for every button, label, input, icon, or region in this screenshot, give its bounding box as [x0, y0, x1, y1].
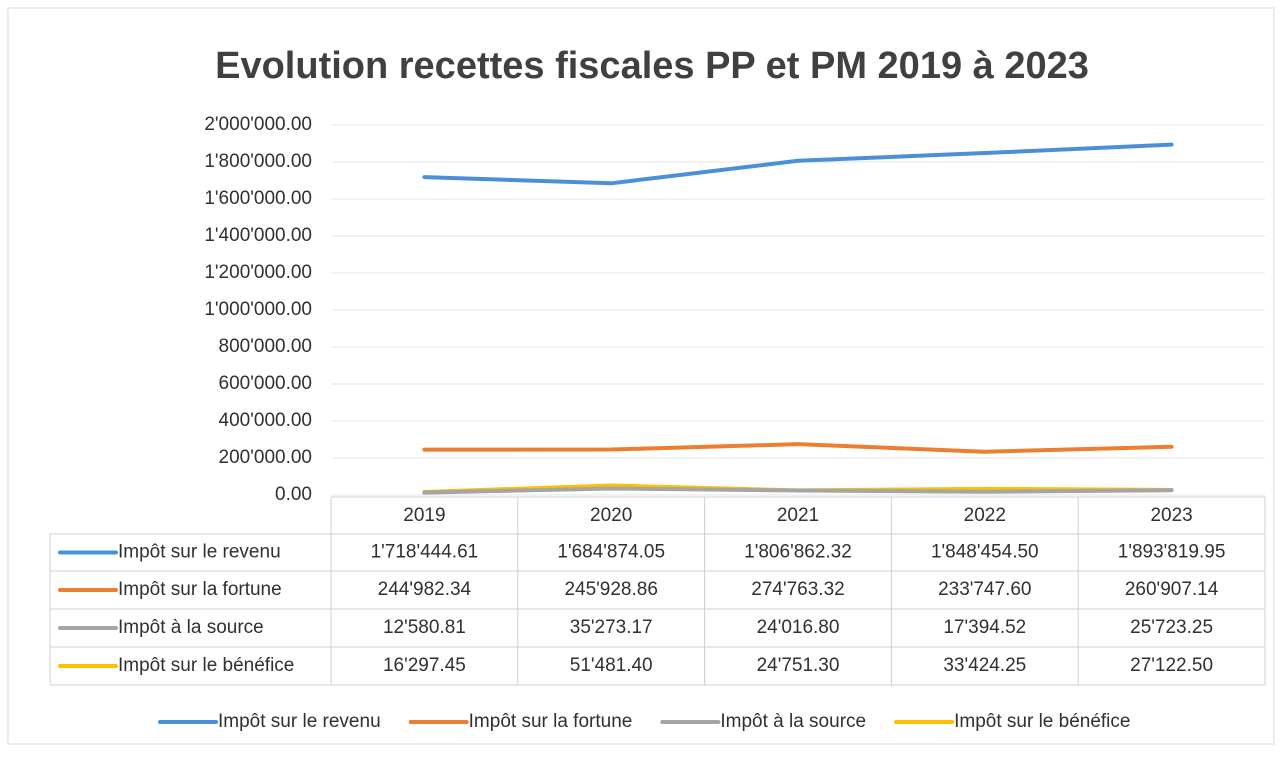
series-line [422, 442, 1174, 454]
series-line [422, 142, 1174, 186]
x-tick-label: 2023 [1150, 505, 1192, 526]
legend-label: Impôt sur le revenu [218, 711, 381, 732]
y-tick-label: 400'000.00 [219, 410, 312, 431]
legend-label: Impôt sur la fortune [469, 711, 633, 732]
y-tick-label: 1'800'000.00 [204, 151, 312, 172]
chart-title: Evolution recettes fiscales PP et PM 201… [215, 45, 1089, 87]
y-tick-label: 1'000'000.00 [204, 299, 312, 320]
table-cell: 1'718'444.61 [371, 542, 479, 563]
table-cell: 24'016.80 [757, 617, 840, 638]
table-cell: 1'806'862.32 [744, 542, 852, 563]
y-tick-label: 1'600'000.00 [204, 188, 312, 209]
table-cell: 12'580.81 [383, 617, 466, 638]
table-row-label: Impôt sur le revenu [118, 542, 281, 563]
y-tick-label: 200'000.00 [219, 447, 312, 468]
table-row-label: Impôt sur la fortune [118, 579, 282, 600]
legend-label: Impôt à la source [720, 711, 866, 732]
table-cell: 24'751.30 [757, 655, 840, 676]
y-tick-label: 1'400'000.00 [204, 225, 312, 246]
x-tick-label: 2019 [403, 505, 445, 526]
table-cell: 27'122.50 [1130, 655, 1213, 676]
table-cell: 274'763.32 [751, 579, 844, 600]
x-tick-label: 2022 [964, 505, 1006, 526]
legend-label: Impôt sur le bénéfice [954, 711, 1130, 732]
table-cell: 244'982.34 [378, 579, 472, 600]
table-cell: 245'928.86 [564, 579, 657, 600]
table-cell: 17'394.52 [943, 617, 1026, 638]
table-cell: 1'893'819.95 [1118, 542, 1226, 563]
table-row-label: Impôt à la source [118, 617, 264, 638]
y-tick-label: 800'000.00 [219, 336, 312, 357]
chart-frame [7, 7, 1275, 745]
table-cell: 51'481.40 [570, 655, 653, 676]
series-line [422, 486, 1174, 495]
x-tick-label: 2020 [590, 505, 632, 526]
table-cell: 35'273.17 [570, 617, 653, 638]
y-tick-label: 0.00 [275, 484, 312, 505]
y-tick-label: 2'000'000.00 [204, 114, 312, 135]
table-cell: 1'848'454.50 [931, 542, 1039, 563]
table-row-label: Impôt sur le bénéfice [118, 655, 294, 676]
table-cell: 260'907.14 [1125, 579, 1219, 600]
table-cell: 233'747.60 [938, 579, 1031, 600]
y-tick-label: 1'200'000.00 [204, 262, 312, 283]
y-tick-label: 600'000.00 [219, 373, 312, 394]
table-cell: 16'297.45 [383, 655, 466, 676]
table-cell: 25'723.25 [1130, 617, 1213, 638]
table-cell: 33'424.25 [943, 655, 1026, 676]
x-tick-label: 2021 [777, 505, 819, 526]
table-cell: 1'684'874.05 [557, 542, 665, 563]
